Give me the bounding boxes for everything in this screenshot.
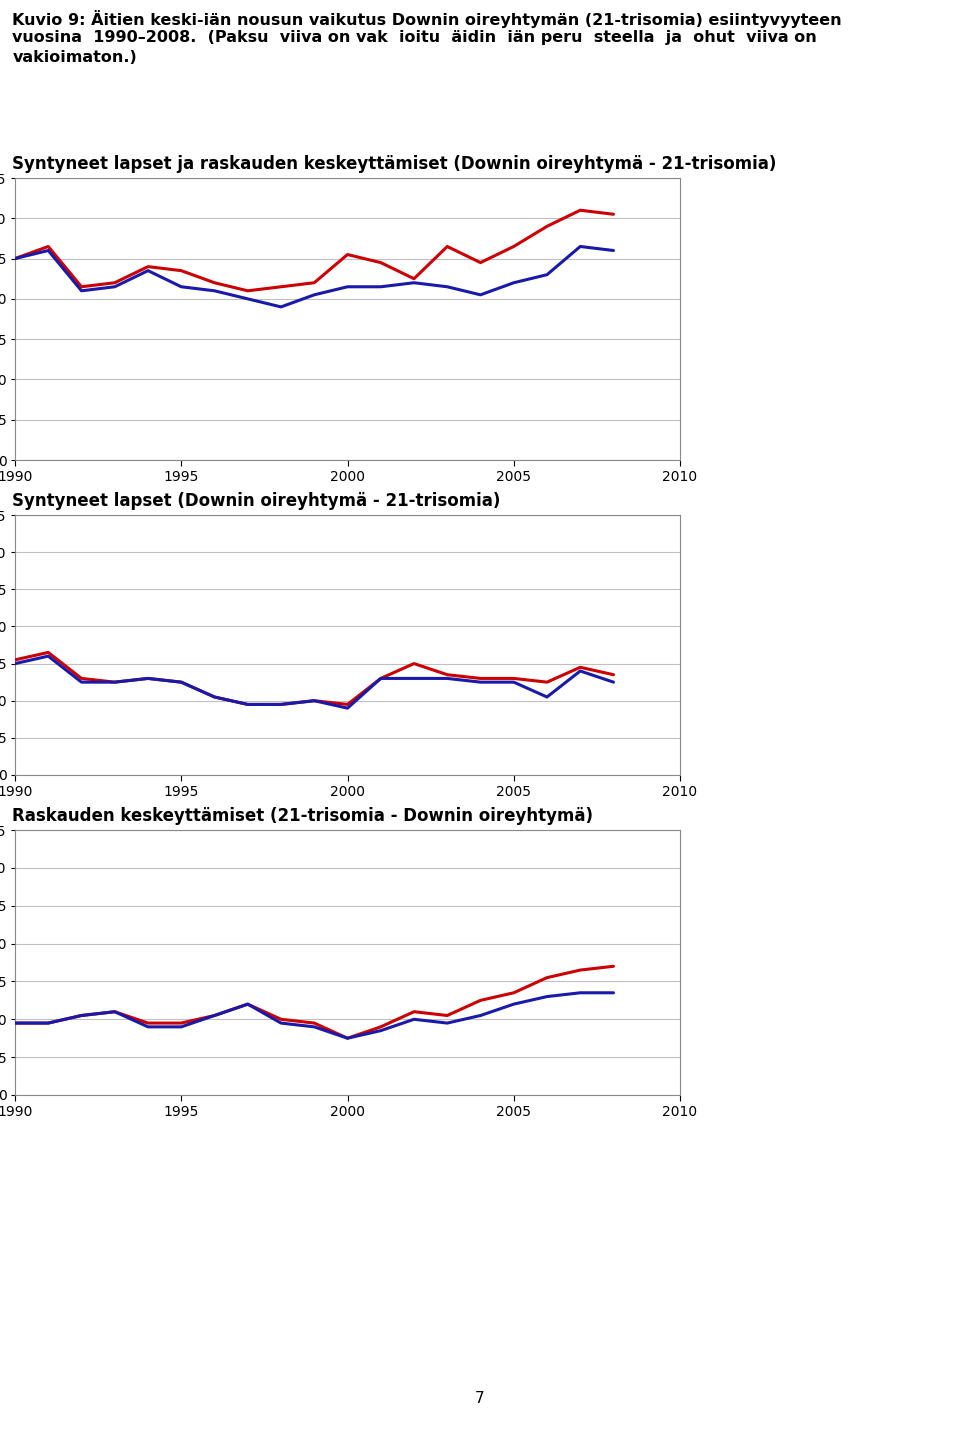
Text: Raskauden keskeyttämiset (21-trisomia - Downin oireyhtymä): Raskauden keskeyttämiset (21-trisomia - … xyxy=(12,808,593,825)
Text: vuosina  1990–2008.  (Paksu  viiva on vak  ioitu  äidin  iän peru  steella  ja  : vuosina 1990–2008. (Paksu viiva on vak i… xyxy=(12,30,817,44)
Text: Syntyneet lapset ja raskauden keskeyttämiset (Downin oireyhtymä - 21-trisomia): Syntyneet lapset ja raskauden keskeyttäm… xyxy=(12,155,777,173)
Text: 7: 7 xyxy=(475,1392,485,1406)
Text: vakioimaton.): vakioimaton.) xyxy=(12,50,137,64)
Text: Kuvio 9: Äitien keski-iän nousun vaikutus Downin oireyhtymän (21-trisomia) esiin: Kuvio 9: Äitien keski-iän nousun vaikutu… xyxy=(12,10,842,29)
Text: Syntyneet lapset (Downin oireyhtymä - 21-trisomia): Syntyneet lapset (Downin oireyhtymä - 21… xyxy=(12,493,501,510)
